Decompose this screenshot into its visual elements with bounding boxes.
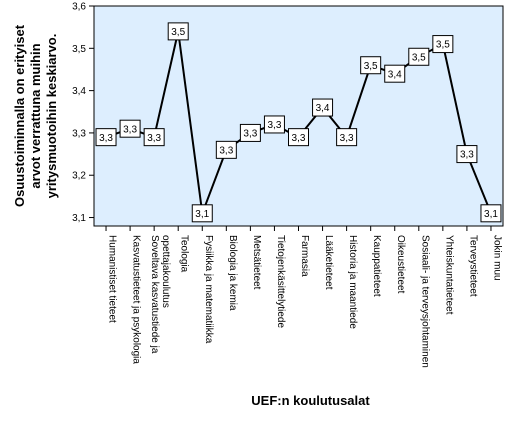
y-axis-title-line: yritysmuotoihin keskiarvo. <box>44 34 59 199</box>
data-labels: 3,3 3,3 3,3 3,5 3,1 3,3 3,3 3,3 3,3 3,4 3,3 3,5 3,4 3… <box>95 22 502 223</box>
data-label: 3,3 <box>336 128 358 147</box>
y-tick-label: 3,1 <box>72 213 86 224</box>
y-tick-label: 3,6 <box>72 2 86 13</box>
x-category-label: Yhteiskuntatieteet <box>443 235 454 315</box>
x-category-label: Humanistiset tieteet <box>107 235 118 323</box>
data-label: 3,3 <box>288 128 309 147</box>
x-category-label: Lääketieteet <box>323 235 334 290</box>
data-label: 3,4 <box>384 64 406 83</box>
svg-text:3,3: 3,3 <box>460 150 474 161</box>
y-axis-title: Osuustoiminnalla on erityiset arvot verra… <box>12 24 59 207</box>
x-category-label: Oikeustieteet <box>395 235 406 294</box>
svg-text:3,5: 3,5 <box>364 61 378 72</box>
svg-text:3,5: 3,5 <box>412 52 426 63</box>
svg-text:3,3: 3,3 <box>292 133 306 144</box>
data-label: 3,3 <box>215 140 237 159</box>
x-category-label: Farmasia <box>299 235 310 277</box>
data-label: 3,5 <box>408 47 430 66</box>
data-label: 3,5 <box>432 35 454 54</box>
x-category-label: Metsätieteet <box>251 235 262 290</box>
svg-text:3,3: 3,3 <box>267 120 281 131</box>
data-label: 3,1 <box>191 204 213 223</box>
y-tick-label: 3,3 <box>72 128 86 139</box>
x-category-label: Biologia ja kemia <box>227 235 238 311</box>
x-axis-ticks: Humanistiset tieteet Kasvatustieteet ja p… <box>105 226 502 368</box>
x-category-label: Soveltava kasvatustiede ja <box>149 235 160 354</box>
data-label: 3,3 <box>143 128 165 147</box>
svg-text:3,5: 3,5 <box>171 27 185 38</box>
svg-text:3,3: 3,3 <box>147 133 161 144</box>
x-category-label: Terveystieteet <box>467 235 478 297</box>
data-label: 3,3 <box>456 145 478 164</box>
svg-text:3,3: 3,3 <box>243 129 257 140</box>
svg-text:3,3: 3,3 <box>99 133 113 144</box>
svg-text:3,3: 3,3 <box>340 133 354 144</box>
x-category-label: Teologia <box>179 235 190 273</box>
svg-text:3,3: 3,3 <box>219 145 233 156</box>
y-axis-title-line: arvot verrattuna muihin <box>28 43 43 188</box>
svg-text:3,1: 3,1 <box>484 209 498 220</box>
x-category-label: Historia ja maantiede <box>347 235 358 329</box>
svg-text:3,1: 3,1 <box>195 209 209 220</box>
y-axis-title-line: Osuustoiminnalla on erityiset <box>12 24 27 207</box>
data-label: 3,4 <box>312 98 334 117</box>
y-tick-label: 3,4 <box>72 86 86 97</box>
x-category-label: Tietojenkäsittelytiede <box>275 235 286 328</box>
data-label: 3,5 <box>360 56 382 75</box>
svg-text:3,4: 3,4 <box>388 69 402 80</box>
data-label: 3,1 <box>480 204 502 223</box>
x-category-label: opettajakoulutus <box>160 235 171 308</box>
data-label: 3,3 <box>239 123 261 142</box>
data-label: 3,5 <box>167 22 189 41</box>
data-label: 3,3 <box>95 128 117 147</box>
svg-text:3,5: 3,5 <box>436 40 450 51</box>
svg-text:3,4: 3,4 <box>316 103 330 114</box>
data-label: 3,3 <box>119 119 141 138</box>
y-axis-ticks: 3,1 3,2 3,3 3,4 3,5 3,6 <box>72 2 94 224</box>
y-tick-label: 3,5 <box>72 44 86 55</box>
x-axis-title: UEF:n koulutusalat <box>251 393 370 408</box>
x-category-label: Jokin muu <box>491 235 502 281</box>
x-category-label: Kasvatustieteet ja psykologia <box>131 235 142 364</box>
svg-text:3,3: 3,3 <box>123 124 137 135</box>
x-category-label: Sosiaali- ja terveysjohtaminen <box>419 235 430 368</box>
x-category-label: Fysiikka ja matematiikka <box>203 235 214 344</box>
y-tick-label: 3,2 <box>72 171 86 182</box>
data-label: 3,3 <box>263 115 285 134</box>
x-category-label: Kauppatieteet <box>371 235 382 297</box>
